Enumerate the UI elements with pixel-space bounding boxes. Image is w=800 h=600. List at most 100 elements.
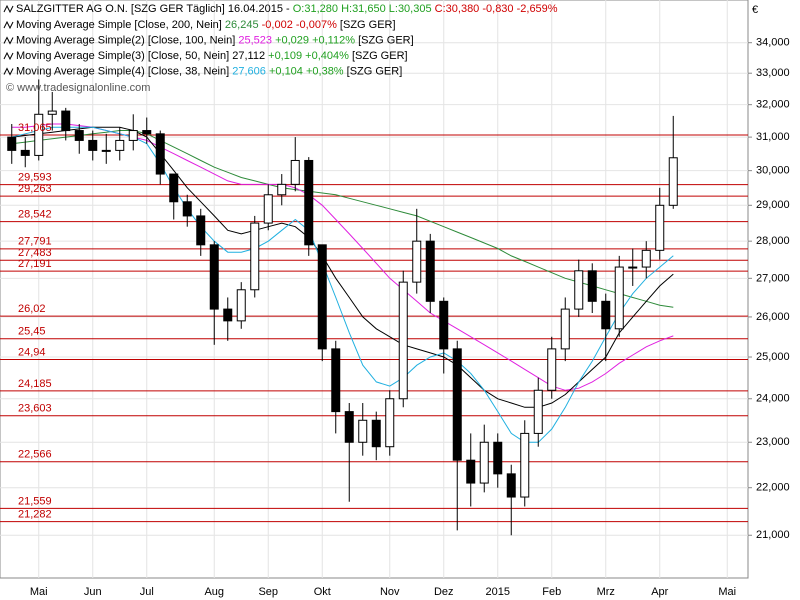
level-label: 24,94 bbox=[18, 346, 46, 358]
y-tick-label: 27,000 bbox=[756, 272, 790, 284]
legend-name: Moving Average Simple(2) [Close, 100, Ne… bbox=[16, 34, 235, 46]
legend-legend-change: -0,002 -0,007% bbox=[262, 19, 337, 31]
x-tick-label: Okt bbox=[314, 586, 331, 598]
candle-body bbox=[331, 348, 341, 413]
quote-ohl: O:31,280 H:31,650 L:30,305 bbox=[293, 3, 432, 15]
title: SALZGITTER AG O.N. [SZG GER Täglich] 16.… bbox=[16, 3, 290, 15]
level-label: 27,483 bbox=[18, 247, 52, 259]
candle-body bbox=[466, 459, 476, 484]
candle-body bbox=[506, 473, 516, 498]
y-tick-label: 25,000 bbox=[756, 351, 790, 363]
y-tick-label: 22,000 bbox=[756, 482, 790, 494]
x-tick-label: Dez bbox=[434, 586, 454, 598]
candle-body bbox=[479, 441, 489, 484]
x-tick-label: Mai bbox=[718, 586, 736, 598]
level-label: 29,263 bbox=[18, 183, 52, 195]
level-label: 27,191 bbox=[18, 258, 52, 270]
legend: SALZGITTER AG O.N. [SZG GER Täglich] 16.… bbox=[3, 3, 558, 77]
x-tick-label: 2015 bbox=[486, 586, 510, 598]
candle-body bbox=[182, 201, 192, 217]
legend-entry: Moving Average Simple(2) [Close, 100, Ne… bbox=[16, 34, 414, 46]
y-tick-label: 29,000 bbox=[756, 199, 790, 211]
legend-name: Moving Average Simple(4) [Close, 38, Nei… bbox=[16, 65, 229, 77]
legend-name: Moving Average Simple [Close, 200, Nein] bbox=[16, 19, 222, 31]
candle-body bbox=[655, 204, 665, 251]
x-tick-label: Mrz bbox=[597, 586, 615, 598]
candle-body bbox=[169, 173, 179, 203]
candle-body bbox=[358, 419, 368, 443]
candle-body bbox=[61, 110, 71, 132]
candle-body bbox=[88, 139, 98, 151]
candle-body bbox=[304, 159, 314, 246]
y-tick-label: 31,000 bbox=[756, 131, 790, 143]
candle-body bbox=[74, 130, 84, 141]
legend-entry: Moving Average Simple [Close, 200, Nein]… bbox=[16, 19, 396, 31]
candle-body bbox=[223, 308, 233, 322]
candle-body bbox=[155, 133, 165, 175]
y-tick-label: 33,000 bbox=[756, 67, 790, 79]
legend-legend-value: 26,245 bbox=[225, 19, 259, 31]
x-tick-label: Apr bbox=[651, 586, 668, 598]
legend-legend-change: +0,029 +0,112% bbox=[275, 34, 355, 46]
ma-line bbox=[11, 126, 674, 443]
legend-legend-value: 25,523 bbox=[238, 34, 272, 46]
level-label: 21,282 bbox=[18, 509, 52, 521]
x-tick-label: Mai bbox=[30, 586, 48, 598]
ma-line bbox=[11, 126, 674, 408]
level-label: 24,185 bbox=[18, 378, 52, 390]
candle-body bbox=[641, 249, 651, 268]
candle-body bbox=[236, 289, 246, 322]
candle-body bbox=[250, 222, 260, 291]
candle-body bbox=[628, 266, 638, 269]
level-label: 28,542 bbox=[18, 208, 52, 220]
legend-name: Moving Average Simple(3) [Close, 50, Nei… bbox=[16, 50, 229, 62]
candle-body bbox=[290, 159, 300, 185]
candle-body bbox=[47, 110, 57, 115]
legend-icon bbox=[3, 4, 14, 14]
level-label: 31,065 bbox=[18, 122, 52, 134]
candle-body bbox=[34, 113, 44, 156]
candle-body bbox=[587, 270, 597, 302]
watermark: © www.tradesignalonline.com bbox=[6, 82, 150, 94]
candle-body bbox=[371, 419, 381, 448]
y-tick-label: 28,000 bbox=[756, 235, 790, 247]
candle-body bbox=[385, 398, 395, 448]
candle-body bbox=[317, 244, 327, 350]
y-tick-label: 32,000 bbox=[756, 99, 790, 111]
candle-body bbox=[101, 149, 111, 152]
level-label: 22,566 bbox=[18, 449, 52, 461]
labels: 21,000 22,000 23,000 24,000 25,000 26,000 27,0… bbox=[18, 37, 790, 598]
y-tick-label: 23,000 bbox=[756, 436, 790, 448]
x-tick-label: Jun bbox=[84, 586, 102, 598]
candle-body bbox=[560, 308, 570, 350]
candle-body bbox=[452, 348, 462, 461]
candle-body bbox=[7, 136, 17, 151]
legend-legend-change: +0,104 +0,38% bbox=[269, 65, 344, 77]
candle-body bbox=[439, 300, 449, 350]
x-tick-label: Feb bbox=[542, 586, 561, 598]
candles bbox=[7, 79, 678, 536]
candle-body bbox=[263, 194, 273, 224]
candle-body bbox=[20, 149, 30, 156]
y-tick-label: 30,000 bbox=[756, 165, 790, 177]
candle-body bbox=[493, 441, 503, 475]
y-tick-label: 26,000 bbox=[756, 311, 790, 323]
x-tick-label: Aug bbox=[204, 586, 224, 598]
level-label: 25,45 bbox=[18, 326, 46, 338]
x-tick-label: Sep bbox=[258, 586, 278, 598]
y-tick-label: 21,000 bbox=[756, 529, 790, 541]
candle-body bbox=[196, 215, 206, 246]
candle-body bbox=[277, 183, 287, 196]
legend-legend-suffix: [SZG GER] bbox=[340, 19, 396, 31]
level-label: 21,559 bbox=[18, 495, 52, 507]
candle-body bbox=[574, 270, 584, 310]
header: SALZGITTER AG O.N. [SZG GER Täglich] 16.… bbox=[16, 3, 558, 15]
y-tick-label: 24,000 bbox=[756, 393, 790, 405]
quote-change: C:30,380 -0,830 -2,659% bbox=[435, 3, 558, 15]
candle-body bbox=[520, 432, 530, 498]
level-label: 29,593 bbox=[18, 172, 52, 184]
legend-icon bbox=[3, 67, 14, 76]
legend-legend-suffix: [SZG GER] bbox=[358, 34, 414, 46]
legend-entry: Moving Average Simple(3) [Close, 50, Nei… bbox=[16, 50, 408, 62]
